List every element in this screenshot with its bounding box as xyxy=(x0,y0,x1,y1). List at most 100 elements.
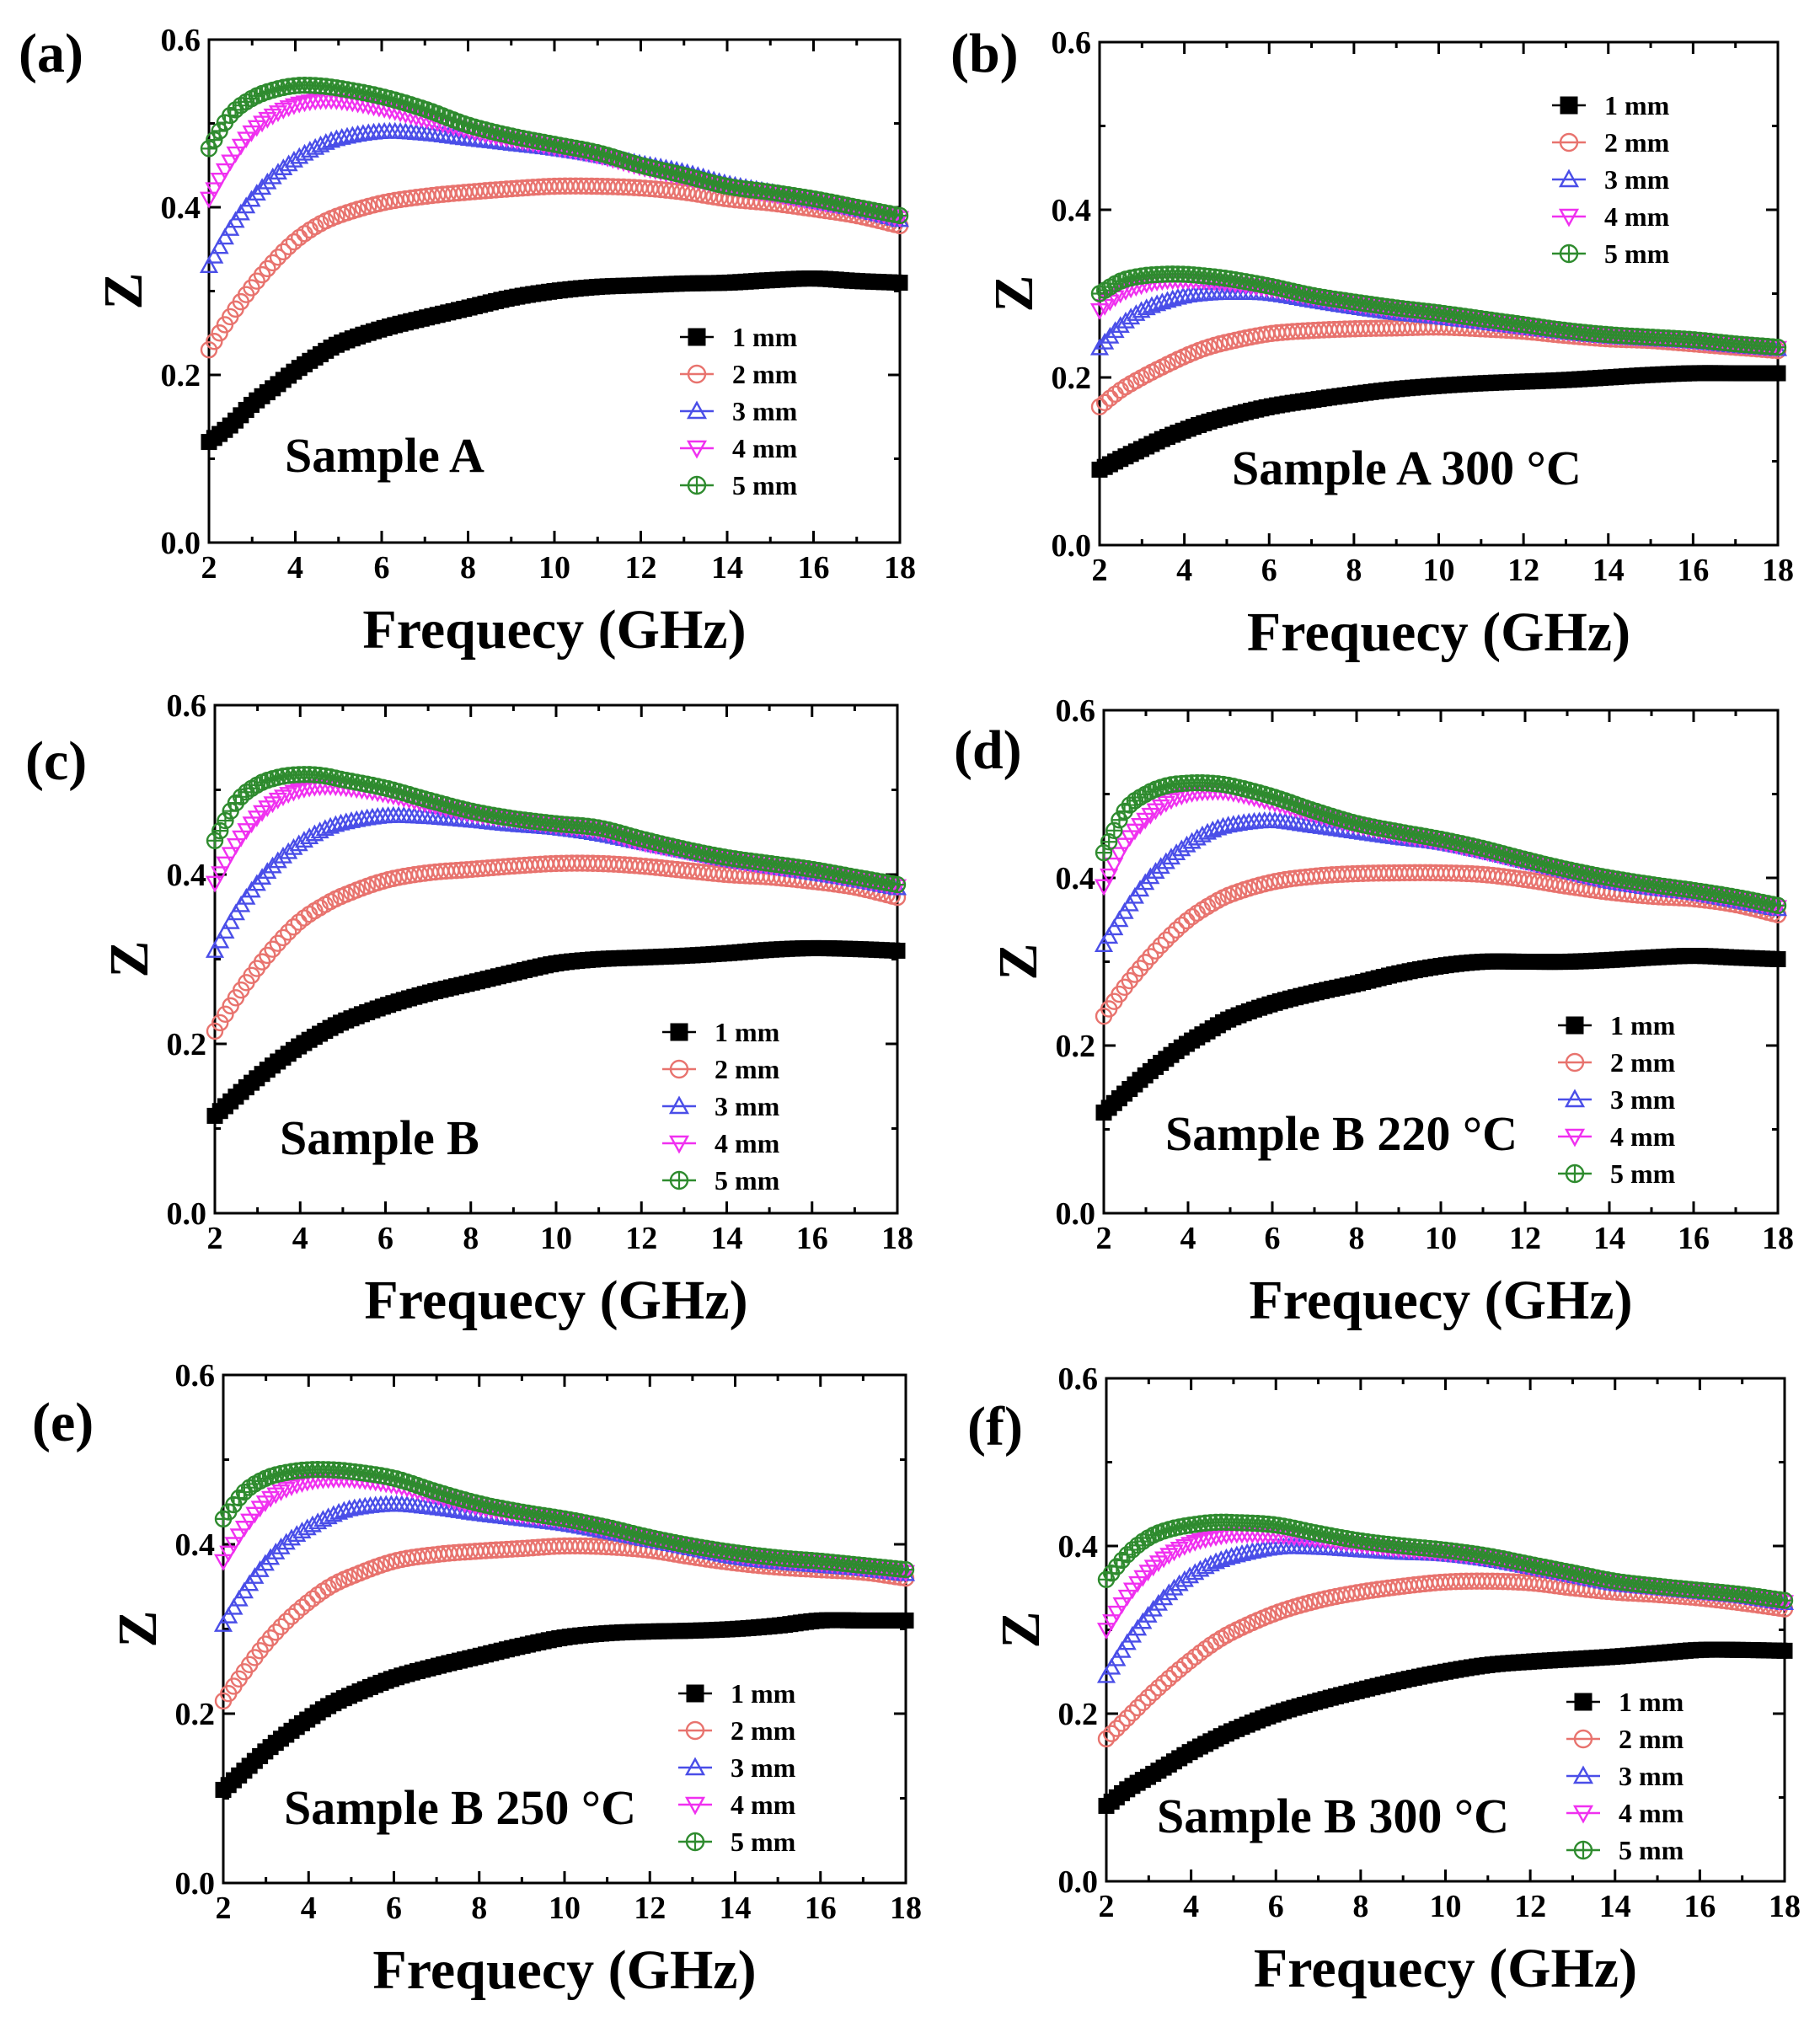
panel-label: (e) xyxy=(32,1392,94,1453)
data-point xyxy=(1111,316,1130,334)
panel-a: 2 4 6 8 10 12 14 16 18 0.0 0.2 0.4 0.6 Frequecy (GHz)… xyxy=(19,23,916,661)
sample-label: Sample B 300 °C xyxy=(1157,1789,1509,1843)
y-axis-title: Z xyxy=(99,940,160,977)
data-point xyxy=(282,1607,301,1625)
y-tick-label: 0.0 xyxy=(1058,1864,1099,1900)
legend-label: 1 mm xyxy=(1610,1010,1676,1040)
data-point xyxy=(1156,852,1175,869)
data-point xyxy=(1213,816,1233,834)
y-tick-label: 0.6 xyxy=(161,23,201,58)
data-point xyxy=(263,856,282,874)
data-point xyxy=(1775,1591,1794,1609)
data-point xyxy=(221,912,240,929)
data-point xyxy=(217,811,234,830)
data-point xyxy=(397,190,415,208)
data-point xyxy=(888,875,907,894)
legend: 1 mm 2 mm 3 mm 4 mm 5 mm xyxy=(662,1017,780,1196)
y-axis-title: Z xyxy=(988,943,1049,980)
data-point xyxy=(335,1500,354,1518)
legend-label: 4 mm xyxy=(1619,1798,1684,1828)
panel-label: (b) xyxy=(950,23,1019,84)
data-point xyxy=(226,838,245,855)
data-point xyxy=(215,227,234,245)
data-point xyxy=(1227,1545,1246,1563)
x-tick-label: 18 xyxy=(881,1221,913,1256)
x-tick-label: 4 xyxy=(287,550,303,586)
legend-marker-triangle-down-open-icon xyxy=(686,440,708,459)
data-point xyxy=(1110,847,1129,864)
legend-marker-triangle-up-open-icon xyxy=(686,400,708,420)
legend-marker-square-filled-icon xyxy=(686,1684,704,1703)
legend-label: 4 mm xyxy=(1610,1121,1676,1152)
data-point xyxy=(1167,921,1186,939)
y-tick-label: 0.2 xyxy=(1056,1029,1096,1064)
data-point xyxy=(1134,1693,1152,1712)
data-point xyxy=(1102,1614,1121,1631)
data-point xyxy=(234,1521,254,1538)
data-point xyxy=(206,1022,224,1040)
data-point xyxy=(1113,1714,1131,1732)
legend-label: 5 mm xyxy=(1604,238,1670,269)
data-point xyxy=(1100,868,1119,885)
data-point xyxy=(1141,867,1160,885)
x-tick-label: 4 xyxy=(292,1221,308,1256)
y-tick-label: 0.0 xyxy=(1056,1196,1096,1232)
y-tick-label: 0.2 xyxy=(1052,361,1092,396)
series-2mm xyxy=(206,854,907,1040)
data-point xyxy=(391,190,410,209)
data-point xyxy=(253,265,271,284)
data-point xyxy=(240,1513,260,1531)
legend-marker-circle-open-icon xyxy=(1559,132,1579,152)
legend-marker-triangle-up-open-icon xyxy=(668,1095,690,1115)
data-point xyxy=(402,189,420,207)
x-tick-label: 2 xyxy=(1096,1221,1112,1256)
x-tick-label: 6 xyxy=(1261,553,1277,588)
y-tick-label: 0.2 xyxy=(161,358,201,393)
x-axis-title: Frequecy (GHz) xyxy=(372,1939,756,2001)
data-point xyxy=(247,184,266,201)
data-point xyxy=(266,1543,286,1559)
legend-marker-square-filled-icon xyxy=(1574,1693,1592,1711)
panel-c: 2 4 6 8 10 12 14 16 18 0.0 0.2 0.4 0.6 Frequecy (GHz)… xyxy=(25,688,913,1331)
legend-marker-triangle-up-open-icon xyxy=(1572,1765,1594,1784)
legend: 1 mm 2 mm 3 mm 4 mm 5 mm xyxy=(678,1678,796,1857)
data-point xyxy=(215,163,234,180)
y-tick-label: 0.6 xyxy=(1056,693,1096,729)
x-tick-label: 8 xyxy=(1346,553,1362,588)
x-tick-label: 14 xyxy=(711,1221,743,1256)
x-tick-label: 12 xyxy=(1514,1889,1546,1924)
data-point xyxy=(1164,1578,1184,1596)
data-point xyxy=(1183,908,1201,926)
data-point xyxy=(1120,830,1139,848)
y-tick-label: 0.0 xyxy=(1052,528,1092,564)
y-tick-label: 0.2 xyxy=(167,1027,207,1062)
y-tick-label: 0.0 xyxy=(175,1866,216,1902)
legend-marker-triangle-down-open-icon xyxy=(1564,1128,1586,1147)
data-point xyxy=(1146,862,1165,879)
data-point xyxy=(211,1014,229,1032)
legend-label: 4 mm xyxy=(731,1789,796,1820)
series-1mm xyxy=(1098,1641,1793,1814)
data-point xyxy=(206,333,223,350)
legend-label: 5 mm xyxy=(732,470,798,500)
legend-label: 4 mm xyxy=(715,1128,780,1158)
series-1mm xyxy=(215,1612,914,1798)
data-point xyxy=(211,866,230,884)
data-point xyxy=(1111,811,1128,829)
legend-label: 3 mm xyxy=(715,1091,780,1121)
y-tick-label: 0.4 xyxy=(175,1527,216,1563)
data-point xyxy=(1238,1543,1257,1560)
y-tick-label: 0.4 xyxy=(167,858,207,893)
data-point xyxy=(891,206,909,225)
data-point xyxy=(1776,1642,1793,1659)
data-point xyxy=(1158,291,1177,308)
sample-label: Sample A xyxy=(285,428,484,483)
data-point xyxy=(210,237,229,254)
data-point xyxy=(285,918,302,936)
data-point xyxy=(259,259,276,278)
data-point xyxy=(269,934,286,952)
data-point xyxy=(1167,843,1186,861)
data-point xyxy=(327,129,346,147)
panel-label: (a) xyxy=(19,23,83,84)
x-tick-label: 6 xyxy=(386,1891,402,1926)
